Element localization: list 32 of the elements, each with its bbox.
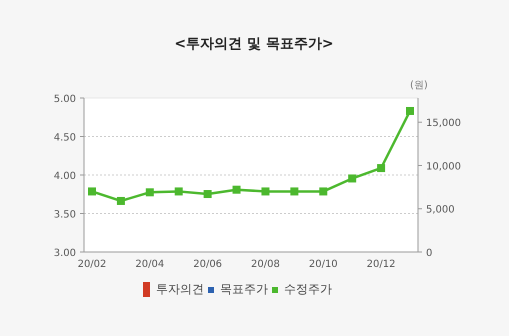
point [116,196,125,205]
legend-label: 투자의견 [156,282,204,296]
point [290,187,298,196]
x-tick-label: 20/08 [251,259,280,270]
y2-tick-label: 15,000 [426,118,461,130]
y2-tick-label: 0 [426,248,432,259]
y2-axis-title: (원) [410,80,428,91]
y-tick-label: 3.00 [54,248,76,259]
legend-label: 수정주가 [284,282,332,296]
point [377,164,386,172]
point [261,187,270,196]
point [348,174,356,182]
x-tick-label: 20/04 [135,259,164,270]
y-tick-label: 5.00 [54,94,76,105]
y-tick-label: 4.50 [54,132,76,144]
x-tick-label: 20/12 [366,259,396,270]
point [204,190,212,198]
point [406,106,414,115]
x-tick-label: 20/10 [308,259,338,270]
point [146,188,154,196]
point [319,187,328,196]
legend-label: 목표주가 [220,282,268,296]
y-tick-label: 4.00 [54,171,76,182]
y-tick-label: 3.50 [54,210,76,220]
point [88,187,96,196]
point [232,186,241,194]
chart-title: <투자의견 및 목표주가> [174,36,334,52]
y2-tick-label: 10,000 [426,161,461,172]
x-tick-label: 20/02 [78,259,106,270]
point [174,187,183,196]
y2-tick-label: 5,000 [426,204,455,216]
x-tick-label: 20/06 [193,259,222,270]
